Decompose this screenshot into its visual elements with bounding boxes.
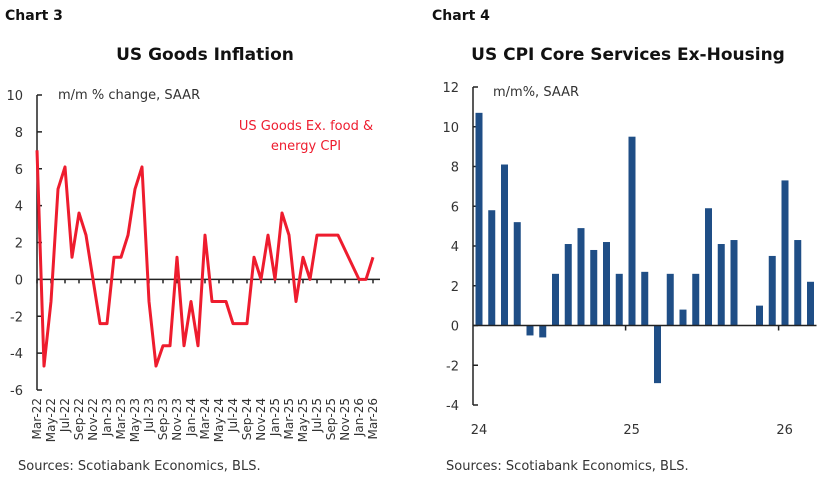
chart3-x-tick-label: Sep-22 bbox=[72, 398, 86, 440]
chart4-ylabel: m/m%, SAAR bbox=[493, 85, 579, 100]
chart4-bar bbox=[603, 242, 610, 326]
chart3-x-tick-label: Jul-24 bbox=[226, 398, 240, 433]
chart4-y-tick-label: 6 bbox=[451, 200, 459, 215]
chart4-bar bbox=[577, 228, 585, 326]
chart4-bar bbox=[539, 325, 547, 338]
chart3-source: Sources: Scotiabank Economics, BLS. bbox=[18, 459, 261, 474]
chart3-x-tick-label: Mar-22 bbox=[30, 398, 44, 439]
chart3-x-tick-label: Jul-23 bbox=[142, 398, 156, 433]
chart4-bar bbox=[666, 273, 674, 326]
chart4-bar bbox=[641, 271, 649, 326]
chart3-x-tick-label: Mar-25 bbox=[282, 398, 296, 439]
chart4-x-tick-label: 26 bbox=[776, 423, 793, 438]
chart4-y-tick-label: 12 bbox=[442, 81, 459, 96]
chart3-x-tick-label: Nov-22 bbox=[86, 398, 100, 441]
chart4-bar bbox=[717, 244, 725, 326]
chart3-x-tick-label: Jan-26 bbox=[352, 398, 366, 437]
chart4-bar bbox=[590, 249, 598, 326]
chart4-bar bbox=[692, 273, 700, 326]
chart4-bar bbox=[501, 164, 508, 326]
chart3-y-tick-label: 8 bbox=[15, 126, 23, 141]
chart4-y-tick-label: 10 bbox=[442, 121, 459, 136]
chart3-x-tick-label: Jul-22 bbox=[58, 398, 72, 433]
chart4-bar bbox=[488, 210, 496, 326]
chart3-x-tick-label: Sep-23 bbox=[156, 398, 170, 440]
chart4-bar bbox=[552, 273, 559, 326]
chart3-x-tick-label: Jan-23 bbox=[100, 398, 114, 437]
chart3-legend-line1: US Goods Ex. food & bbox=[239, 119, 373, 134]
chart4-bar bbox=[475, 112, 483, 326]
chart3-y-tick-label: -4 bbox=[10, 347, 23, 362]
chart4-bar bbox=[654, 325, 661, 384]
chart3-ylabel: m/m % change, SAAR bbox=[58, 88, 200, 103]
chart4-bar bbox=[526, 325, 534, 336]
chart3-x-tick-label: Nov-24 bbox=[254, 398, 268, 441]
chart4-bar bbox=[564, 244, 572, 326]
chart3-y-tick-label: 6 bbox=[15, 163, 23, 178]
chart4-x-tick-label: 24 bbox=[471, 423, 488, 438]
chart4-label: Chart 4 bbox=[432, 8, 490, 24]
chart3-x-tick-label: May-22 bbox=[44, 398, 58, 442]
chart3-x-tick-label: Sep-25 bbox=[324, 398, 338, 440]
chart4-bar bbox=[794, 240, 802, 326]
chart3-x-tick-label: May-23 bbox=[128, 398, 142, 442]
chart3-x-tick-label: Jan-24 bbox=[184, 398, 198, 437]
chart3-y-tick-label: -6 bbox=[10, 384, 23, 399]
chart4-bar bbox=[615, 273, 623, 326]
chart4-y-tick-label: -4 bbox=[446, 399, 459, 414]
chart4-bar bbox=[513, 222, 521, 326]
chart3-x-tick-label: May-24 bbox=[212, 398, 226, 442]
chart3-x-tick-label: Nov-25 bbox=[338, 398, 352, 441]
chart3-x-tick-label: Sep-24 bbox=[240, 398, 254, 440]
chart3-y-tick-label: 4 bbox=[15, 200, 23, 215]
chart4-bar bbox=[768, 255, 776, 326]
chart4-y-tick-label: 4 bbox=[451, 240, 459, 255]
chart3-x-tick-label: Jan-25 bbox=[268, 398, 282, 437]
chart3-legend-line2: energy CPI bbox=[271, 139, 341, 154]
chart3-series-line bbox=[35, 150, 375, 368]
chart3-x-tick-label: Jul-25 bbox=[310, 398, 324, 433]
chart3-y-tick-label: 2 bbox=[15, 237, 23, 252]
chart4-bar bbox=[628, 136, 636, 326]
chart4-y-tick-label: 2 bbox=[451, 280, 459, 295]
chart4-bar bbox=[730, 240, 738, 326]
chart4-x-tick-label: 25 bbox=[623, 423, 640, 438]
chart3-x-tick-label: Nov-23 bbox=[170, 398, 184, 441]
chart4-bar bbox=[781, 180, 789, 326]
chart4-y-tick-label: -2 bbox=[446, 359, 459, 374]
chart4-bar bbox=[807, 281, 814, 326]
chart3-x-tick-label: Mar-26 bbox=[366, 398, 380, 439]
chart4-title: US CPI Core Services Ex-Housing bbox=[471, 45, 785, 65]
chart3-x-tick-label: Mar-23 bbox=[114, 398, 128, 439]
chart3-y-tick-label: 10 bbox=[6, 89, 23, 104]
chart4-y-tick-label: 8 bbox=[451, 161, 459, 176]
chart4-source: Sources: Scotiabank Economics, BLS. bbox=[446, 459, 689, 474]
chart4-bar bbox=[756, 305, 763, 326]
chart3-y-tick-label: -2 bbox=[10, 310, 23, 325]
chart3-x-tick-label: May-25 bbox=[296, 398, 310, 442]
chart3-y-tick-label: 0 bbox=[15, 273, 23, 288]
chart4-bar bbox=[679, 309, 687, 326]
chart3-label: Chart 3 bbox=[5, 8, 63, 24]
chart4-y-tick-label: 0 bbox=[451, 320, 459, 335]
chart4-bar bbox=[705, 208, 712, 326]
chart3-x-tick-label: Mar-24 bbox=[198, 398, 212, 439]
chart3-title: US Goods Inflation bbox=[116, 45, 294, 65]
